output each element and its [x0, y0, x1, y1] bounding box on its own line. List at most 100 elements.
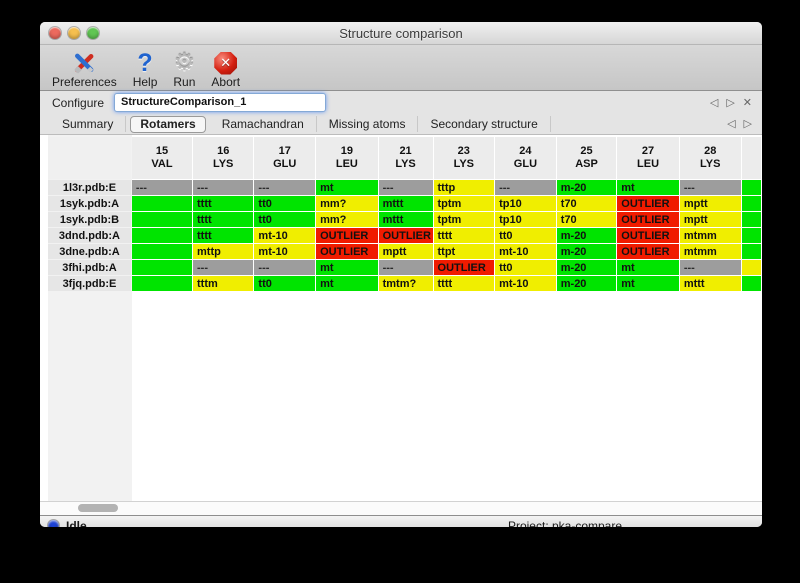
row-label[interactable]: 1l3r.pdb:E [48, 180, 131, 195]
rotamer-cell[interactable]: m-20 [556, 228, 617, 243]
rotamer-cell[interactable]: m-20 [556, 260, 617, 275]
rotamer-cell[interactable]: ttpt [433, 244, 495, 259]
column-header[interactable]: 25 ASP [556, 137, 617, 179]
column-header[interactable]: 17 GLU [254, 137, 316, 179]
run-button[interactable]: ⚙ Run [173, 50, 195, 89]
rotamer-cell[interactable]: --- [131, 180, 193, 195]
rotamer-cell[interactable]: OUTLIER [433, 260, 495, 275]
tab-secondary-structure[interactable]: Secondary structure [418, 116, 551, 132]
rotamer-cell[interactable]: mtmm [679, 228, 741, 243]
rotamer-cell[interactable]: --- [193, 180, 254, 195]
rotamer-cell[interactable]: mttp [193, 244, 254, 259]
horizontal-scrollbar[interactable] [40, 501, 762, 515]
configure-name-field[interactable]: StructureComparison_1 [114, 93, 327, 112]
rotamer-cell[interactable]: tttt [193, 228, 254, 243]
next-tab-icon[interactable]: ▷ [743, 118, 752, 130]
rotamer-cell[interactable]: OUTLIER [617, 212, 679, 227]
rotamer-cell[interactable] [131, 276, 193, 291]
column-header[interactable]: 27 LEU [617, 137, 679, 179]
close-button[interactable] [49, 27, 61, 39]
prev-configuration-icon[interactable]: ◁ [709, 96, 719, 109]
row-label[interactable]: 3fjq.pdb:E [48, 276, 131, 291]
rotamer-cell[interactable]: mm? [316, 212, 378, 227]
minimize-button[interactable] [68, 27, 80, 39]
rotamer-cell[interactable]: --- [679, 260, 741, 275]
rotamer-cell[interactable]: tttt [433, 228, 495, 243]
rotamer-cell[interactable]: tt0 [495, 228, 556, 243]
rotamer-cell[interactable] [131, 196, 193, 211]
rotamer-cell[interactable]: OUTLIER [316, 228, 378, 243]
rotamer-cell[interactable]: t70 [556, 212, 617, 227]
zoom-button[interactable] [87, 27, 99, 39]
rotamer-cell[interactable] [741, 212, 761, 227]
rotamer-cell[interactable]: tttt [433, 276, 495, 291]
rotamer-cell[interactable]: mttt [378, 212, 433, 227]
rotamer-cell[interactable] [741, 244, 761, 259]
rotamer-cell[interactable] [131, 260, 193, 275]
rotamer-cell[interactable]: --- [495, 180, 556, 195]
rotamer-cell[interactable]: tt0 [495, 260, 556, 275]
rotamer-cell[interactable]: tt0 [254, 276, 316, 291]
row-label[interactable]: 3dne.pdb:A [48, 244, 131, 259]
rotamer-cell[interactable]: t70 [556, 196, 617, 211]
rotamer-cell[interactable]: mt [316, 276, 378, 291]
column-header[interactable]: 24 GLU [495, 137, 556, 179]
rotamer-cell[interactable]: tttp [433, 180, 495, 195]
tab-summary[interactable]: Summary [50, 116, 127, 132]
rotamer-cell[interactable]: mt [617, 180, 679, 195]
rotamer-cell[interactable] [741, 180, 761, 195]
rotamer-cell[interactable] [131, 228, 193, 243]
column-header[interactable]: 28 LYS [679, 137, 741, 179]
rotamer-cell[interactable] [741, 228, 761, 243]
column-header[interactable]: 23 LYS [433, 137, 495, 179]
rotamer-cell[interactable]: OUTLIER [617, 244, 679, 259]
column-header[interactable]: 21 LYS [378, 137, 433, 179]
rotamer-cell[interactable]: mttt [378, 196, 433, 211]
rotamer-cell[interactable]: tp10 [495, 212, 556, 227]
rotamer-cell[interactable] [741, 276, 761, 291]
rotamer-cell[interactable] [131, 244, 193, 259]
rotamer-cell[interactable]: tttt [193, 212, 254, 227]
tab-missing-atoms[interactable]: Missing atoms [317, 116, 419, 132]
preferences-button[interactable]: Preferences [52, 50, 117, 88]
close-configuration-icon[interactable]: ✕ [742, 96, 752, 109]
column-header[interactable]: 16 LYS [193, 137, 254, 179]
column-header[interactable] [741, 137, 761, 179]
column-header[interactable]: 19 LEU [316, 137, 378, 179]
rotamer-cell[interactable]: OUTLIER [316, 244, 378, 259]
rotamer-cell[interactable]: OUTLIER [617, 228, 679, 243]
rotamer-cell[interactable]: m-20 [556, 244, 617, 259]
rotamer-cell[interactable]: tttt [193, 196, 254, 211]
rotamer-cell[interactable] [741, 196, 761, 211]
abort-button[interactable]: ✕ Abort [211, 50, 240, 88]
rotamer-cell[interactable]: --- [679, 180, 741, 195]
rotamer-cell[interactable]: m-20 [556, 276, 617, 291]
rotamer-cell[interactable]: mptt [679, 212, 741, 227]
rotamer-cell[interactable]: mt-10 [495, 276, 556, 291]
rotamer-cell[interactable]: mt [316, 260, 378, 275]
rotamer-cell[interactable]: tptm [433, 196, 495, 211]
rotamer-cell[interactable]: mtmm [679, 244, 741, 259]
rotamer-cell[interactable]: mttt [679, 276, 741, 291]
rotamer-cell[interactable]: tt0 [254, 212, 316, 227]
rotamer-cell[interactable] [131, 212, 193, 227]
row-label[interactable]: 3fhi.pdb:A [48, 260, 131, 275]
rotamer-cell[interactable]: tp10 [495, 196, 556, 211]
rotamer-cell[interactable]: --- [378, 260, 433, 275]
rotamer-cell[interactable]: mt [316, 180, 378, 195]
tab-ramachandran[interactable]: Ramachandran [210, 116, 317, 132]
help-button[interactable]: ? Help [133, 50, 158, 89]
title-bar[interactable]: Structure comparison [40, 22, 762, 45]
rotamer-cell[interactable]: --- [378, 180, 433, 195]
tab-rotamers[interactable]: Rotamers [130, 115, 206, 133]
rotamer-cell[interactable]: mptt [378, 244, 433, 259]
rotamer-cell[interactable]: mt [617, 260, 679, 275]
rotamer-cell[interactable]: m-20 [556, 180, 617, 195]
row-label[interactable]: 1syk.pdb:B [48, 212, 131, 227]
rotamer-cell[interactable]: OUTLIER [378, 228, 433, 243]
rotamer-cell[interactable]: mt-10 [254, 244, 316, 259]
row-label[interactable]: 3dnd.pdb:A [48, 228, 131, 243]
rotamer-cell[interactable]: mt-10 [254, 228, 316, 243]
horizontal-scrollbar-thumb[interactable] [78, 504, 118, 512]
rotamer-cell[interactable]: mptt [679, 196, 741, 211]
